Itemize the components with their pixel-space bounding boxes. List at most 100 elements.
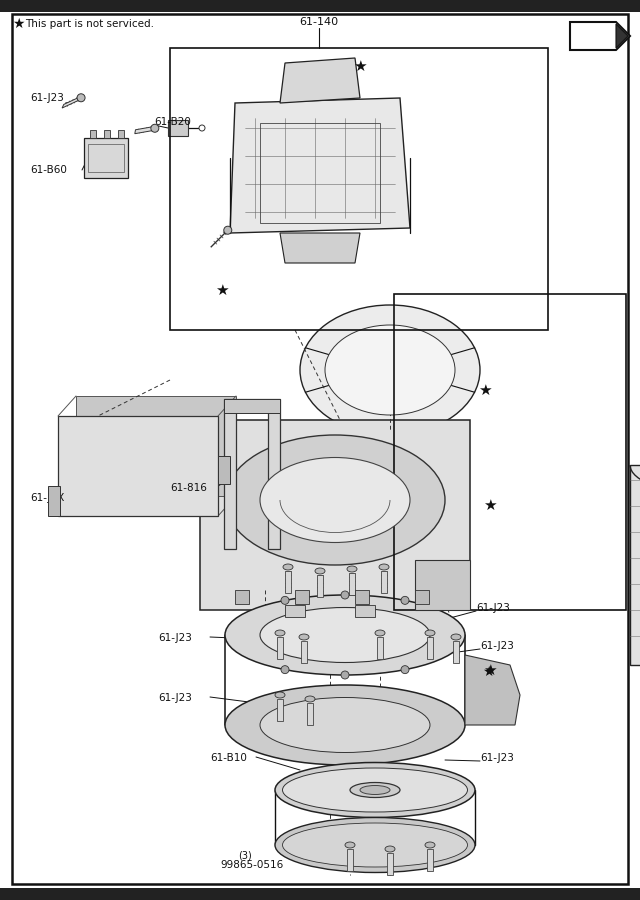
- Text: (3): (3): [238, 851, 252, 861]
- Circle shape: [281, 666, 289, 673]
- Text: 61-J6X: 61-J6X: [30, 493, 65, 503]
- Text: 99865-0516: 99865-0516: [220, 860, 284, 870]
- Bar: [118, 130, 124, 138]
- Bar: [76, 396, 236, 496]
- Text: ★: ★: [483, 662, 497, 678]
- Ellipse shape: [375, 630, 385, 636]
- Text: ★: ★: [215, 283, 229, 298]
- Text: 61-B20: 61-B20: [154, 117, 191, 127]
- Bar: [355, 605, 375, 617]
- Bar: [235, 590, 249, 604]
- Circle shape: [281, 597, 289, 605]
- Circle shape: [401, 666, 409, 673]
- Circle shape: [224, 226, 232, 234]
- Text: ★: ★: [353, 58, 367, 74]
- Text: 61-B10: 61-B10: [210, 753, 247, 763]
- Polygon shape: [224, 399, 280, 549]
- Text: ★: ★: [482, 665, 494, 679]
- Ellipse shape: [299, 634, 309, 640]
- Bar: [285, 605, 305, 617]
- Bar: [349, 573, 355, 595]
- Polygon shape: [230, 98, 410, 233]
- Bar: [58, 416, 218, 516]
- Ellipse shape: [275, 630, 285, 636]
- Bar: [88, 144, 124, 172]
- Ellipse shape: [347, 566, 357, 572]
- Polygon shape: [62, 96, 82, 108]
- Ellipse shape: [360, 786, 390, 795]
- Polygon shape: [280, 233, 360, 263]
- Text: ★: ★: [483, 498, 497, 512]
- Ellipse shape: [225, 435, 445, 565]
- Circle shape: [341, 591, 349, 599]
- Text: 61-J23: 61-J23: [158, 633, 192, 643]
- Bar: [218, 456, 230, 484]
- Text: 61-J23: 61-J23: [480, 753, 514, 763]
- Ellipse shape: [315, 568, 325, 574]
- Bar: [630, 465, 640, 665]
- Circle shape: [401, 597, 409, 605]
- Ellipse shape: [282, 823, 467, 867]
- Bar: [377, 637, 383, 659]
- Text: ★: ★: [478, 382, 492, 398]
- Ellipse shape: [425, 842, 435, 848]
- Ellipse shape: [260, 698, 430, 752]
- Ellipse shape: [345, 842, 355, 848]
- Bar: [168, 120, 188, 136]
- Ellipse shape: [225, 595, 465, 675]
- Text: ★: ★: [12, 17, 24, 31]
- Circle shape: [199, 125, 205, 131]
- Text: 61-J23: 61-J23: [480, 641, 514, 651]
- Ellipse shape: [260, 608, 430, 662]
- Polygon shape: [570, 22, 630, 50]
- Bar: [277, 699, 283, 721]
- Bar: [260, 123, 380, 223]
- Bar: [394, 294, 626, 610]
- Circle shape: [151, 124, 159, 132]
- Text: 61-816: 61-816: [170, 483, 207, 493]
- Ellipse shape: [425, 630, 435, 636]
- Ellipse shape: [305, 696, 315, 702]
- Polygon shape: [465, 655, 520, 725]
- Circle shape: [341, 671, 349, 679]
- Bar: [355, 590, 369, 604]
- Bar: [0, 0, 640, 12]
- Bar: [224, 399, 280, 413]
- Ellipse shape: [300, 305, 480, 435]
- Ellipse shape: [451, 634, 461, 640]
- Bar: [427, 637, 433, 659]
- Bar: [453, 641, 459, 663]
- Text: 61-J23: 61-J23: [30, 93, 64, 103]
- Bar: [415, 560, 470, 610]
- Ellipse shape: [282, 768, 467, 812]
- Bar: [104, 130, 110, 138]
- Polygon shape: [616, 24, 628, 48]
- Ellipse shape: [325, 325, 455, 415]
- Bar: [415, 590, 429, 604]
- Bar: [307, 703, 313, 725]
- Ellipse shape: [385, 846, 395, 852]
- Ellipse shape: [379, 564, 389, 570]
- Text: 61-B60: 61-B60: [30, 165, 67, 175]
- Ellipse shape: [275, 817, 475, 872]
- Ellipse shape: [225, 685, 465, 765]
- Bar: [277, 637, 283, 659]
- Bar: [170, 48, 548, 330]
- Bar: [381, 571, 387, 593]
- Polygon shape: [280, 58, 360, 103]
- Ellipse shape: [283, 564, 293, 570]
- Bar: [48, 486, 60, 516]
- Text: FWD: FWD: [573, 30, 606, 42]
- Bar: [200, 420, 470, 610]
- Bar: [301, 641, 307, 663]
- Circle shape: [77, 94, 85, 102]
- Ellipse shape: [275, 762, 475, 817]
- Bar: [427, 849, 433, 871]
- Bar: [285, 571, 291, 593]
- Bar: [90, 130, 96, 138]
- Ellipse shape: [260, 457, 410, 543]
- Polygon shape: [211, 229, 229, 248]
- Bar: [84, 138, 128, 178]
- Ellipse shape: [275, 692, 285, 698]
- Bar: [317, 575, 323, 597]
